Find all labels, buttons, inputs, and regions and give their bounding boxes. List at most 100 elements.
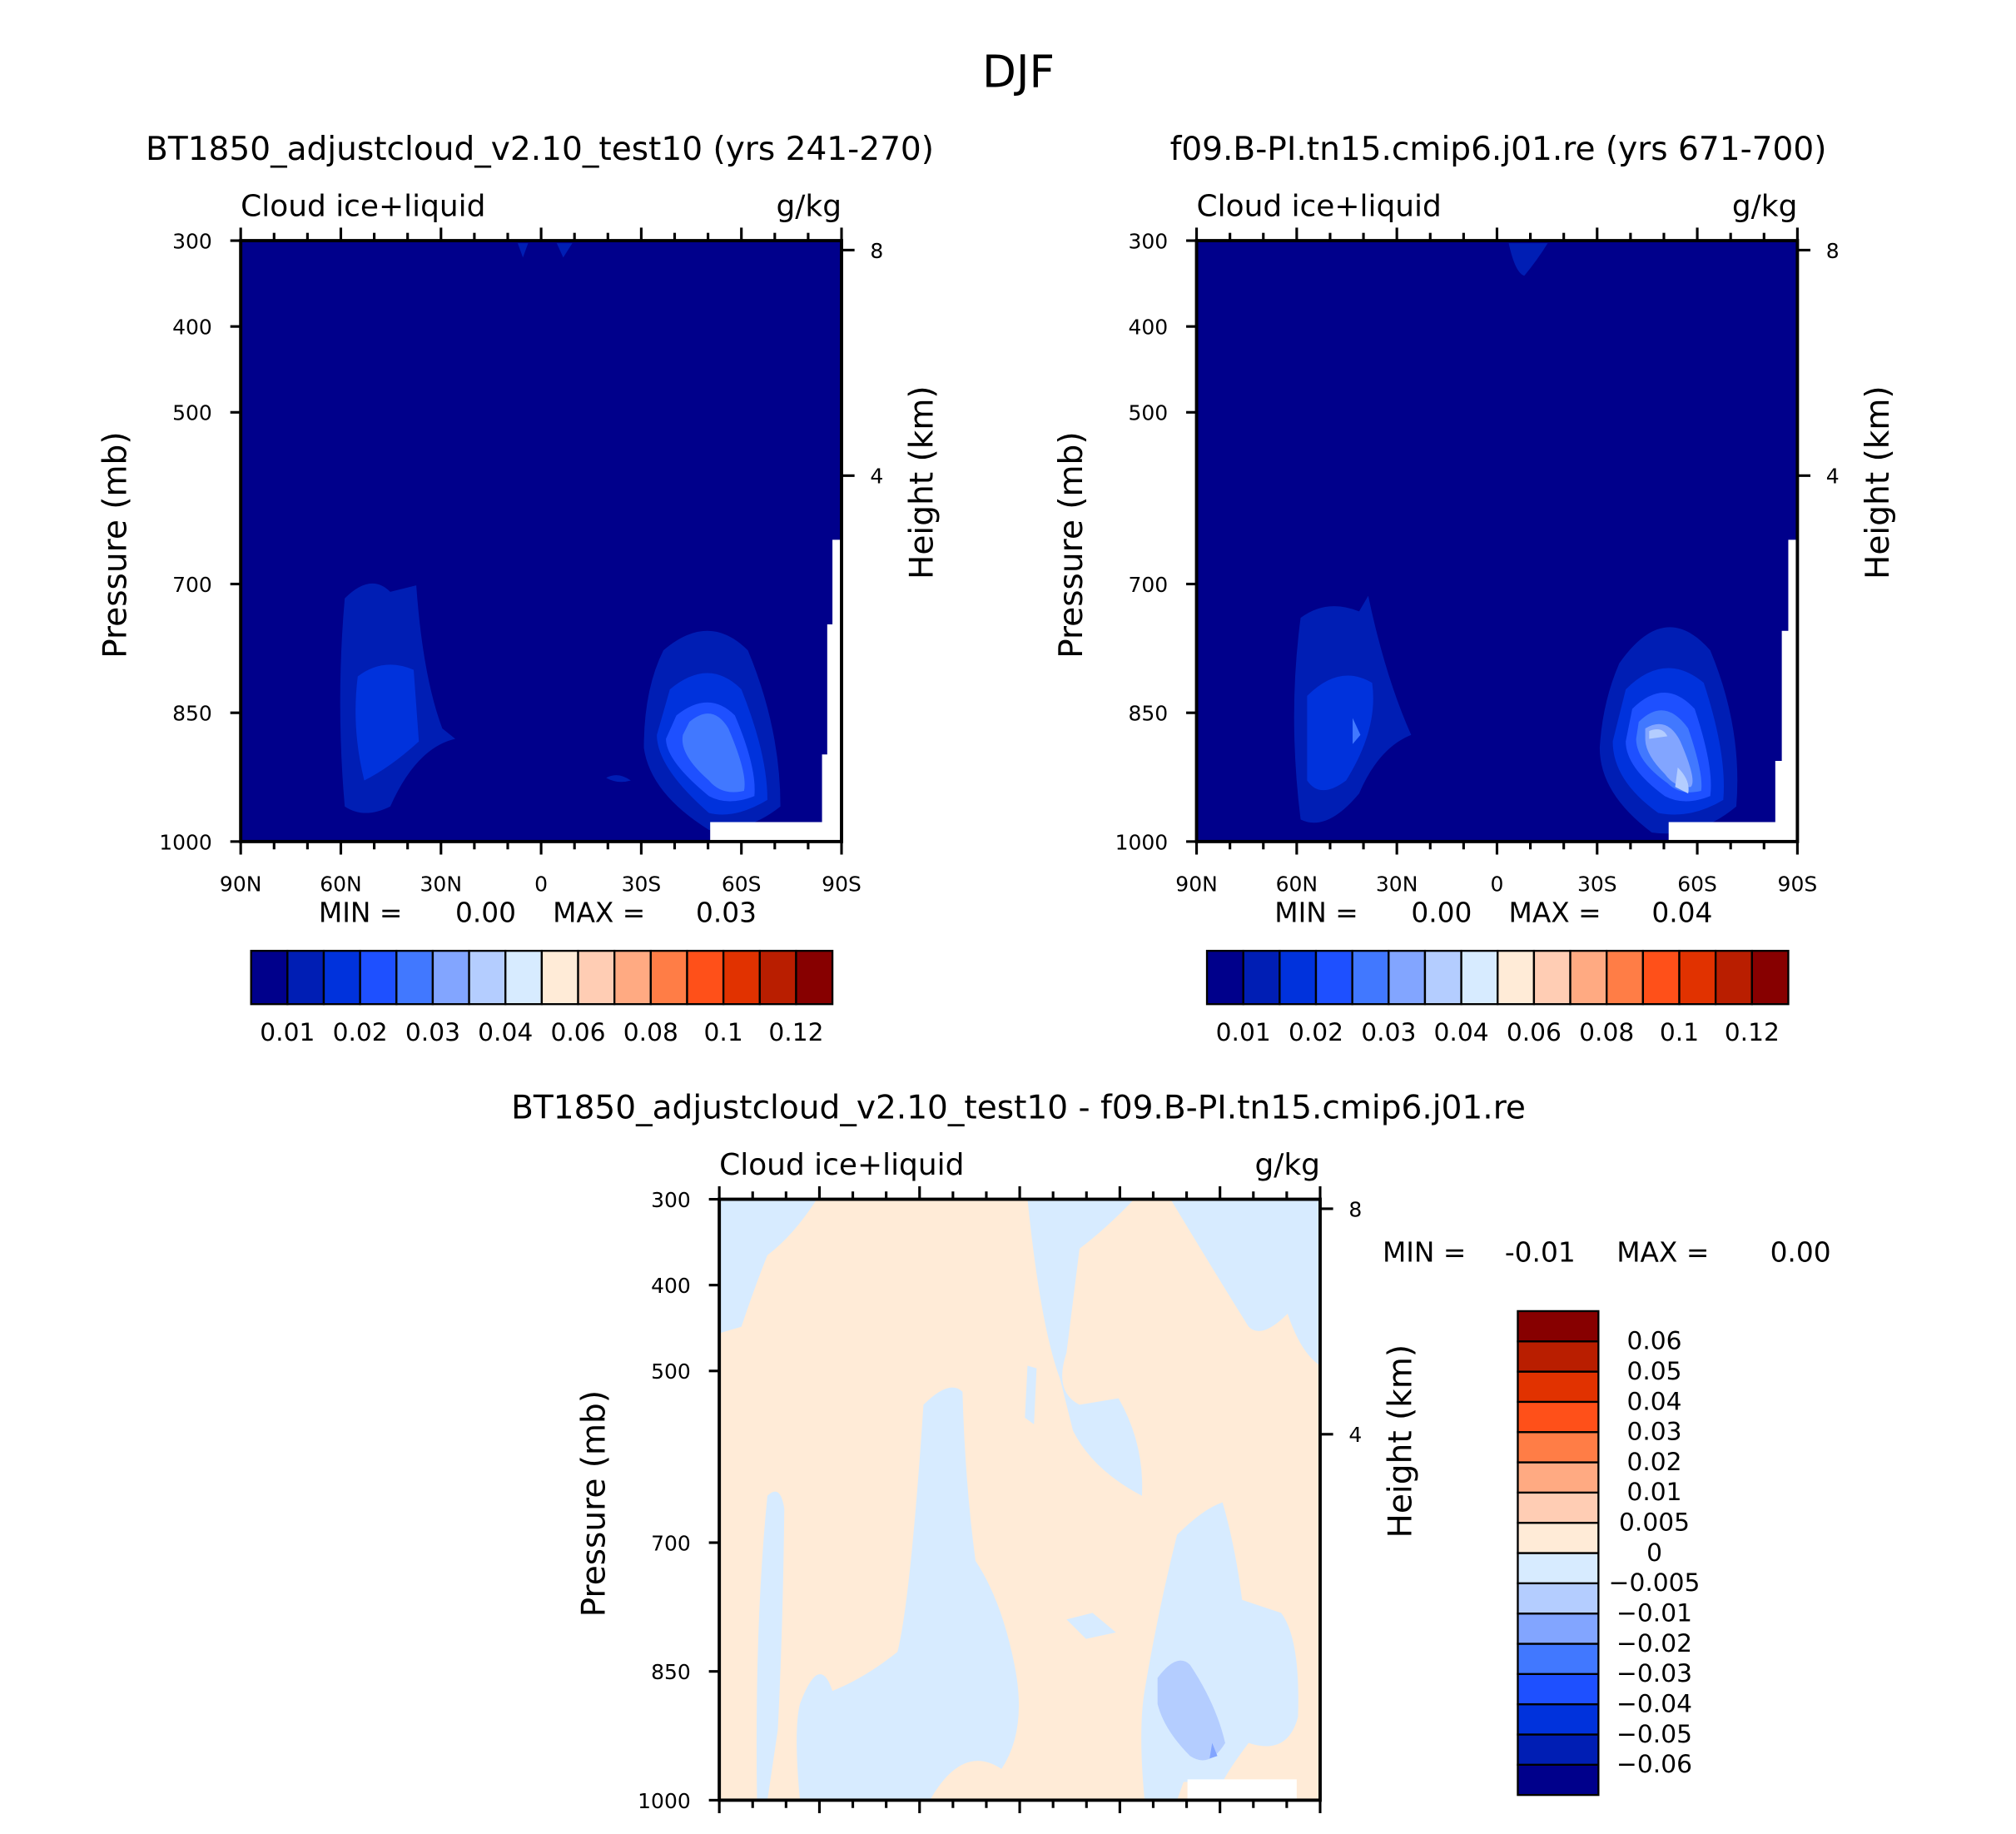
min-label: MIN = [319, 897, 402, 929]
y-right-axis-label: Height (km) [1860, 385, 1897, 579]
y-tick-label: 300 [1128, 229, 1168, 253]
x-tick-label: 30S [622, 872, 662, 896]
y-right-tick-label: 4 [870, 465, 883, 489]
y-tick-label: 500 [1128, 401, 1168, 425]
colorbar-box [1314, 949, 1353, 1006]
colorbar-box [359, 949, 398, 1006]
colorbar-label: 0.005 [1619, 1508, 1690, 1537]
colorbar-label: 0.1 [1660, 1017, 1699, 1046]
panel-title: BT1850_adjustcloud_v2.10_test10 (yrs 241… [146, 131, 934, 168]
colorbar-box [1517, 1431, 1600, 1464]
y-axis-label: Pressure (mb) [1053, 431, 1090, 658]
colorbar-box [1678, 949, 1717, 1006]
colorbar-label: 0.05 [1626, 1356, 1681, 1385]
y-tick-label: 400 [651, 1274, 691, 1298]
colorbar-box [1517, 1763, 1600, 1797]
colorbar-1: 0.01 0.02 0.03 0.04 0.06 0.08 0.1 0.12 [250, 949, 834, 1046]
y-axis-label: Pressure (mb) [576, 1390, 613, 1617]
y-tick-label: 850 [651, 1660, 691, 1684]
colorbar-box [686, 949, 725, 1006]
y-right-axis-label: Height (km) [903, 385, 941, 579]
colorbar-box [1205, 949, 1244, 1006]
y-tick-label: 300 [172, 229, 212, 253]
max-label: MAX = [553, 897, 645, 929]
colorbar-label: −0.02 [1616, 1628, 1692, 1658]
x-tick-label: 90S [822, 872, 862, 896]
colorbar-label: −0.05 [1616, 1719, 1692, 1748]
panel-title: f09.B-PI.tn15.cmip6.j01.re (yrs 671-700) [1170, 131, 1827, 168]
min-label: MIN = [1274, 897, 1358, 929]
y-tick-label: 500 [172, 401, 212, 425]
x-tick-label: 0 [1491, 872, 1504, 896]
colorbar-box [504, 949, 544, 1006]
colorbar-box [1388, 949, 1427, 1006]
colorbar-label: 0.12 [1725, 1017, 1780, 1046]
colorbar-label: 0.02 [333, 1017, 388, 1046]
colorbar-box [1517, 1612, 1600, 1645]
x-tick-label: 30S [1100, 1831, 1140, 1834]
variable-label: Cloud ice+liquid [1197, 189, 1442, 223]
colorbar-box [1517, 1672, 1600, 1706]
colorbar-box [1460, 949, 1499, 1006]
y-right-tick-label: 4 [1348, 1423, 1362, 1447]
x-tick-label: 60N [1276, 872, 1318, 896]
colorbar-label: 0.02 [1289, 1017, 1343, 1046]
colorbar-label: 0.04 [1434, 1017, 1489, 1046]
y-right-tick-label: 8 [1348, 1197, 1362, 1221]
colorbar-box [1497, 949, 1536, 1006]
colorbar-box [1641, 949, 1681, 1006]
x-tick-label: 30N [420, 872, 462, 896]
colorbar-box [1517, 1702, 1600, 1736]
x-tick-label: 90N [1175, 872, 1217, 896]
colorbar-box [1517, 1310, 1600, 1343]
colorbar-label: 0.02 [1626, 1447, 1681, 1476]
y-tick-label: 400 [172, 316, 212, 340]
colorbar-box [1517, 1461, 1600, 1494]
colorbar-diff: −0.06−0.05−0.04−0.03−0.02−0.01−0.00500.0… [1517, 1310, 1701, 1797]
y-tick-label: 1000 [1115, 830, 1169, 854]
colorbar-label: 0.04 [478, 1017, 533, 1046]
colorbar-label: −0.04 [1616, 1689, 1692, 1718]
colorbar-box [1532, 949, 1572, 1006]
colorbar-box [1517, 1733, 1600, 1766]
colorbar-label: 0.12 [768, 1017, 823, 1046]
y-tick-label: 700 [172, 573, 212, 597]
colorbar-label: 0.01 [260, 1017, 315, 1046]
colorbar-label: 0.06 [1507, 1017, 1562, 1046]
colorbar-box [1423, 949, 1462, 1006]
x-tick-label: 30S [1577, 872, 1617, 896]
colorbar-label: −0.01 [1616, 1598, 1692, 1628]
units-label: g/kg [1732, 189, 1798, 223]
colorbar-label: 0.03 [1626, 1417, 1681, 1446]
colorbar-label: 0 [1646, 1538, 1662, 1567]
colorbar-box [1714, 949, 1753, 1006]
colorbar-box [1517, 1400, 1600, 1434]
x-tick-label: 30N [1376, 872, 1418, 896]
colorbar-box [1517, 1582, 1600, 1615]
colorbar-box [322, 949, 361, 1006]
colorbar-box [1517, 1552, 1600, 1585]
y-right-tick-label: 4 [1826, 465, 1840, 489]
figure-title: DJF [982, 47, 1055, 98]
colorbar-box [649, 949, 688, 1006]
colorbar-box [1569, 949, 1608, 1006]
colorbar-label: −0.005 [1609, 1568, 1701, 1597]
colorbar-box [795, 949, 834, 1006]
y-tick-label: 400 [1128, 316, 1168, 340]
colorbar-label: 0.03 [1361, 1017, 1416, 1046]
colorbar-box [1517, 1643, 1600, 1675]
x-tick-label: 90N [220, 872, 261, 896]
panel-title: BT1850_adjustcloud_v2.10_test10 - f09.B-… [511, 1090, 1526, 1127]
colorbar-box [1351, 949, 1390, 1006]
colorbar-box [758, 949, 797, 1006]
y-tick-label: 300 [651, 1188, 691, 1212]
colorbar-label: 0.04 [1626, 1386, 1681, 1415]
y-right-tick-label: 8 [870, 239, 883, 263]
colorbar-label: 0.03 [405, 1017, 460, 1046]
x-tick-label: 0 [534, 872, 548, 896]
colorbar-box [1517, 1522, 1600, 1554]
units-label: g/kg [776, 189, 842, 223]
colorbar-label: 0.01 [1216, 1017, 1271, 1046]
colorbar-box [1750, 949, 1790, 1006]
